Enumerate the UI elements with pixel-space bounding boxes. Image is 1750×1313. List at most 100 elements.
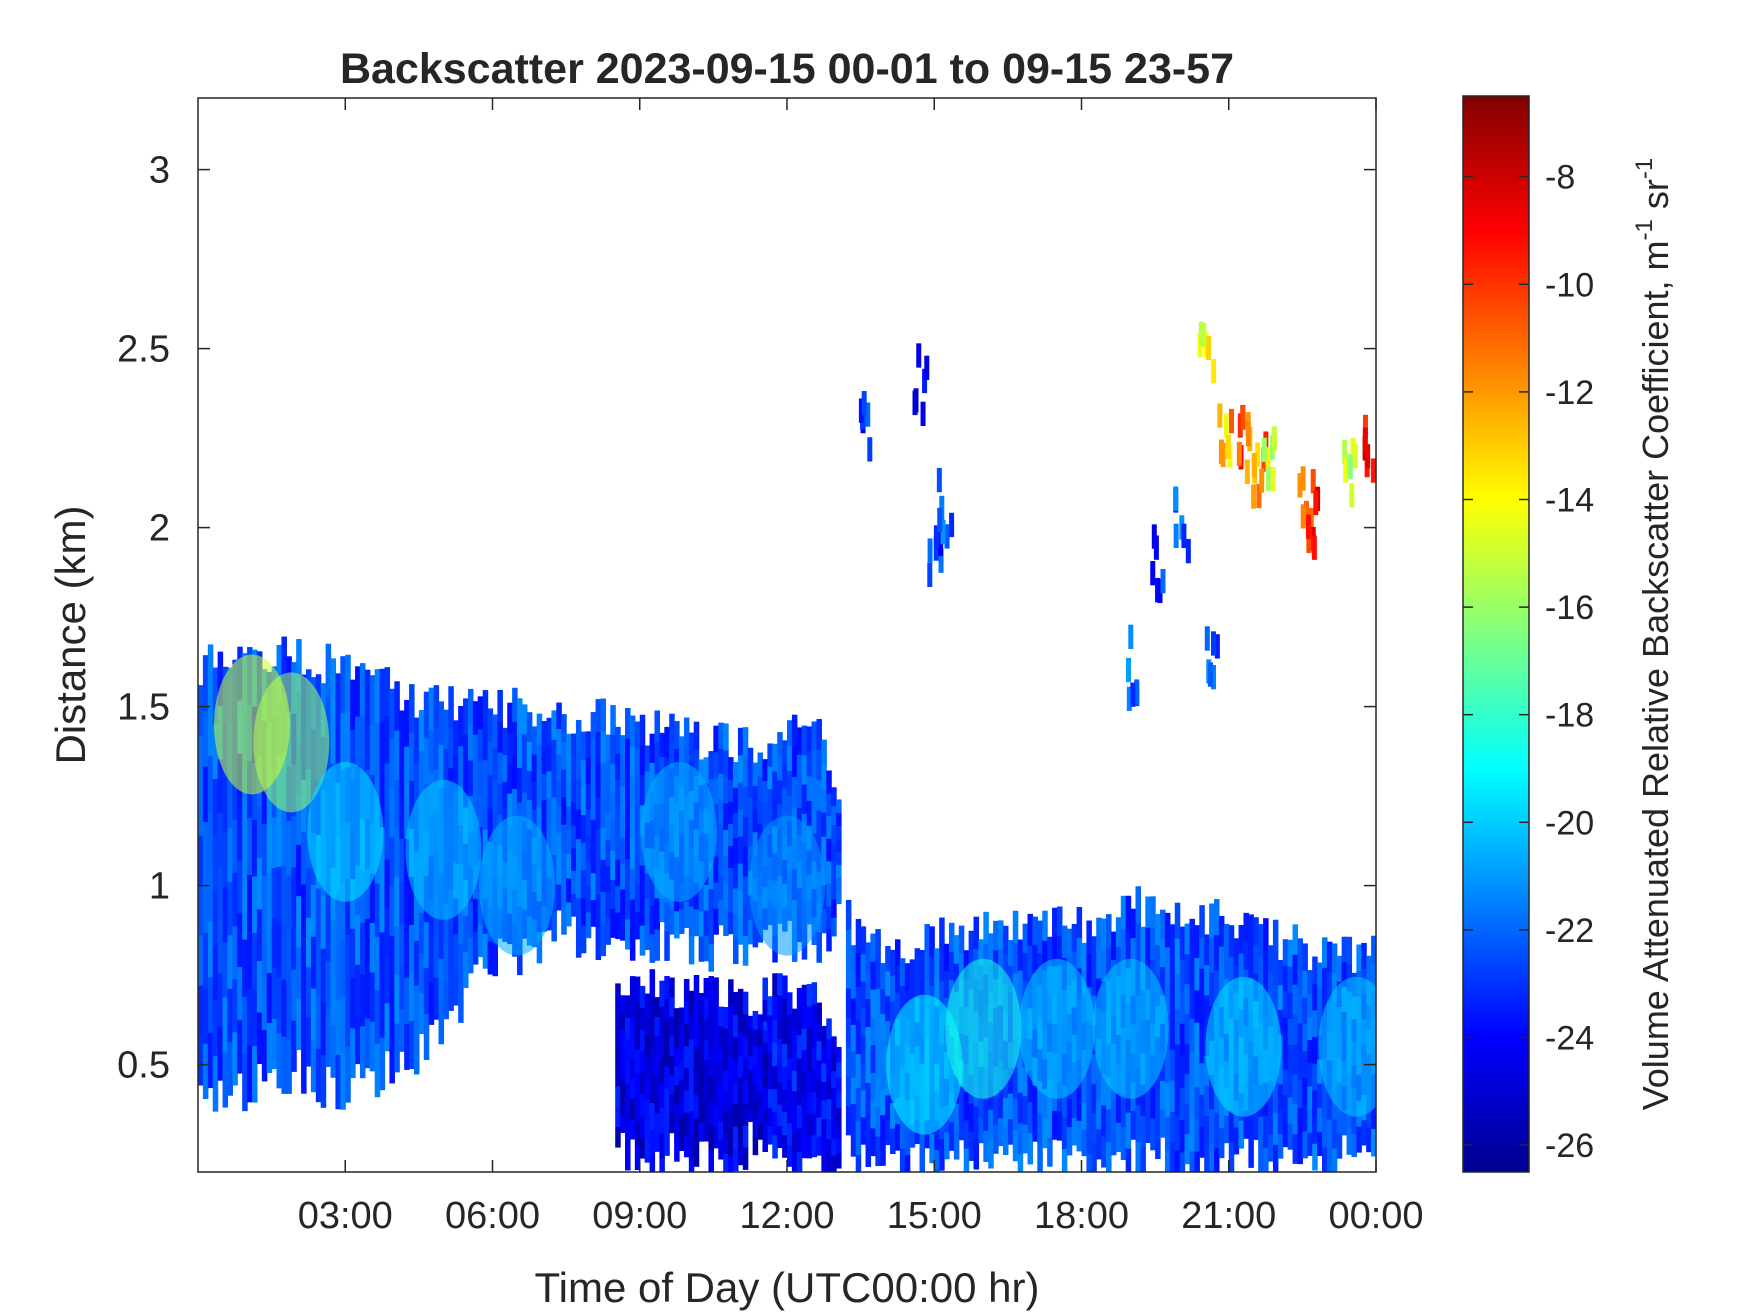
backscatter-cell xyxy=(242,1053,248,1112)
backscatter-cell xyxy=(610,734,616,764)
backscatter-cell xyxy=(674,910,680,939)
backscatter-cell xyxy=(899,1147,906,1172)
backscatter-cell xyxy=(325,960,332,1015)
backscatter-cell xyxy=(723,1007,729,1029)
backscatter-cell xyxy=(1272,1112,1279,1145)
backscatter-cell xyxy=(1155,1127,1161,1160)
cloud-cell xyxy=(1251,452,1257,478)
backscatter-cell xyxy=(409,876,415,925)
backscatter-cell xyxy=(634,1121,641,1146)
cloud-cell xyxy=(1349,483,1355,508)
backscatter-cell xyxy=(1366,1102,1372,1128)
backscatter-cell xyxy=(1322,967,1328,998)
backscatter-cell xyxy=(590,872,597,901)
backscatter-cell xyxy=(404,699,410,747)
backscatter-cell xyxy=(364,669,371,721)
backscatter-cell xyxy=(629,746,636,778)
backscatter-cell xyxy=(330,972,337,1026)
backscatter-cell xyxy=(237,806,243,861)
backscatter-cell xyxy=(423,921,430,969)
backscatter-cell xyxy=(728,801,734,824)
backscatter-cell xyxy=(811,982,818,1005)
backscatter-cell xyxy=(733,1014,739,1038)
backscatter-cell xyxy=(286,820,292,876)
backscatter-cell xyxy=(1302,1104,1308,1132)
backscatter-cell xyxy=(679,1007,685,1026)
backscatter-cell xyxy=(394,974,400,1024)
backscatter-cell xyxy=(266,922,273,973)
backscatter-cell xyxy=(1135,886,1141,924)
backscatter-cell xyxy=(1204,1145,1210,1172)
backscatter-cell xyxy=(355,914,361,965)
backscatter-cell xyxy=(934,977,940,1007)
backscatter-cell xyxy=(389,984,395,1035)
backscatter-cell xyxy=(359,973,366,1027)
backscatter-cell xyxy=(566,805,572,831)
backscatter-cell xyxy=(826,860,832,884)
backscatter-cell xyxy=(600,859,606,892)
backscatter-cell xyxy=(1204,1055,1210,1086)
backscatter-cell xyxy=(669,1093,675,1114)
backscatter-cell xyxy=(1106,1076,1112,1110)
backscatter-cell xyxy=(801,1006,808,1029)
backscatter-cell xyxy=(1017,1061,1024,1093)
backscatter-cell xyxy=(399,753,405,797)
backscatter-cell xyxy=(629,1037,636,1059)
backscatter-cell xyxy=(713,725,719,753)
backscatter-cell xyxy=(644,1035,651,1058)
backscatter-cell xyxy=(649,1022,656,1050)
backscatter-cell xyxy=(787,992,793,1015)
backscatter-cell xyxy=(1287,1122,1294,1150)
backscatter-cell xyxy=(1189,1018,1195,1052)
backscatter-cell xyxy=(1184,1013,1191,1045)
backscatter-cell xyxy=(654,1054,660,1075)
backscatter-cell xyxy=(948,922,955,952)
backscatter-cell xyxy=(276,921,283,978)
backscatter-cell xyxy=(634,884,641,913)
backscatter-cell xyxy=(620,888,626,916)
backscatter-cell xyxy=(757,1014,764,1031)
backscatter-cell xyxy=(320,1054,327,1108)
backscatter-cell xyxy=(1302,997,1308,1025)
backscatter-cell xyxy=(713,908,719,935)
backscatter-cell xyxy=(855,1120,862,1155)
backscatter-cell xyxy=(1189,1084,1195,1119)
backscatter-cell xyxy=(875,988,881,1019)
backscatter-cell xyxy=(359,663,366,716)
cloud-cell xyxy=(1211,665,1217,690)
backscatter-cell xyxy=(767,996,773,1016)
backscatter-cell xyxy=(688,1110,695,1136)
hotspot xyxy=(1318,976,1376,1117)
backscatter-cell xyxy=(821,811,827,837)
backscatter-cell xyxy=(880,1038,886,1065)
backscatter-cell xyxy=(639,894,646,926)
backscatter-cell xyxy=(944,1131,950,1160)
backscatter-cell xyxy=(1037,1080,1043,1114)
backscatter-cell xyxy=(679,1132,685,1152)
backscatter-cell xyxy=(217,812,224,867)
backscatter-cell xyxy=(605,813,611,841)
backscatter-cell xyxy=(1160,938,1166,968)
backscatter-cell xyxy=(1228,925,1235,957)
backscatter-cell xyxy=(561,906,567,935)
backscatter-cell xyxy=(438,701,445,745)
backscatter-cell xyxy=(1174,902,1181,939)
backscatter-cell xyxy=(791,1049,798,1071)
backscatter-cell xyxy=(571,893,577,917)
backscatter-cell xyxy=(301,1040,307,1094)
backscatter-cell xyxy=(1302,970,1308,998)
backscatter-cell xyxy=(217,972,224,1028)
backscatter-cell xyxy=(742,1058,749,1082)
backscatter-cell xyxy=(1091,1083,1097,1114)
backscatter-cell xyxy=(836,825,842,840)
backscatter-cell xyxy=(1096,917,1102,949)
backscatter-cell xyxy=(629,807,636,839)
backscatter-cell xyxy=(232,1031,238,1086)
cloud-cell xyxy=(1150,561,1156,586)
backscatter-cell xyxy=(384,763,391,812)
cloud-cell xyxy=(865,402,871,427)
backscatter-cell xyxy=(629,1098,636,1120)
backscatter-cell xyxy=(1194,925,1200,959)
backscatter-cell xyxy=(1243,941,1249,970)
backscatter-cell xyxy=(202,710,209,767)
